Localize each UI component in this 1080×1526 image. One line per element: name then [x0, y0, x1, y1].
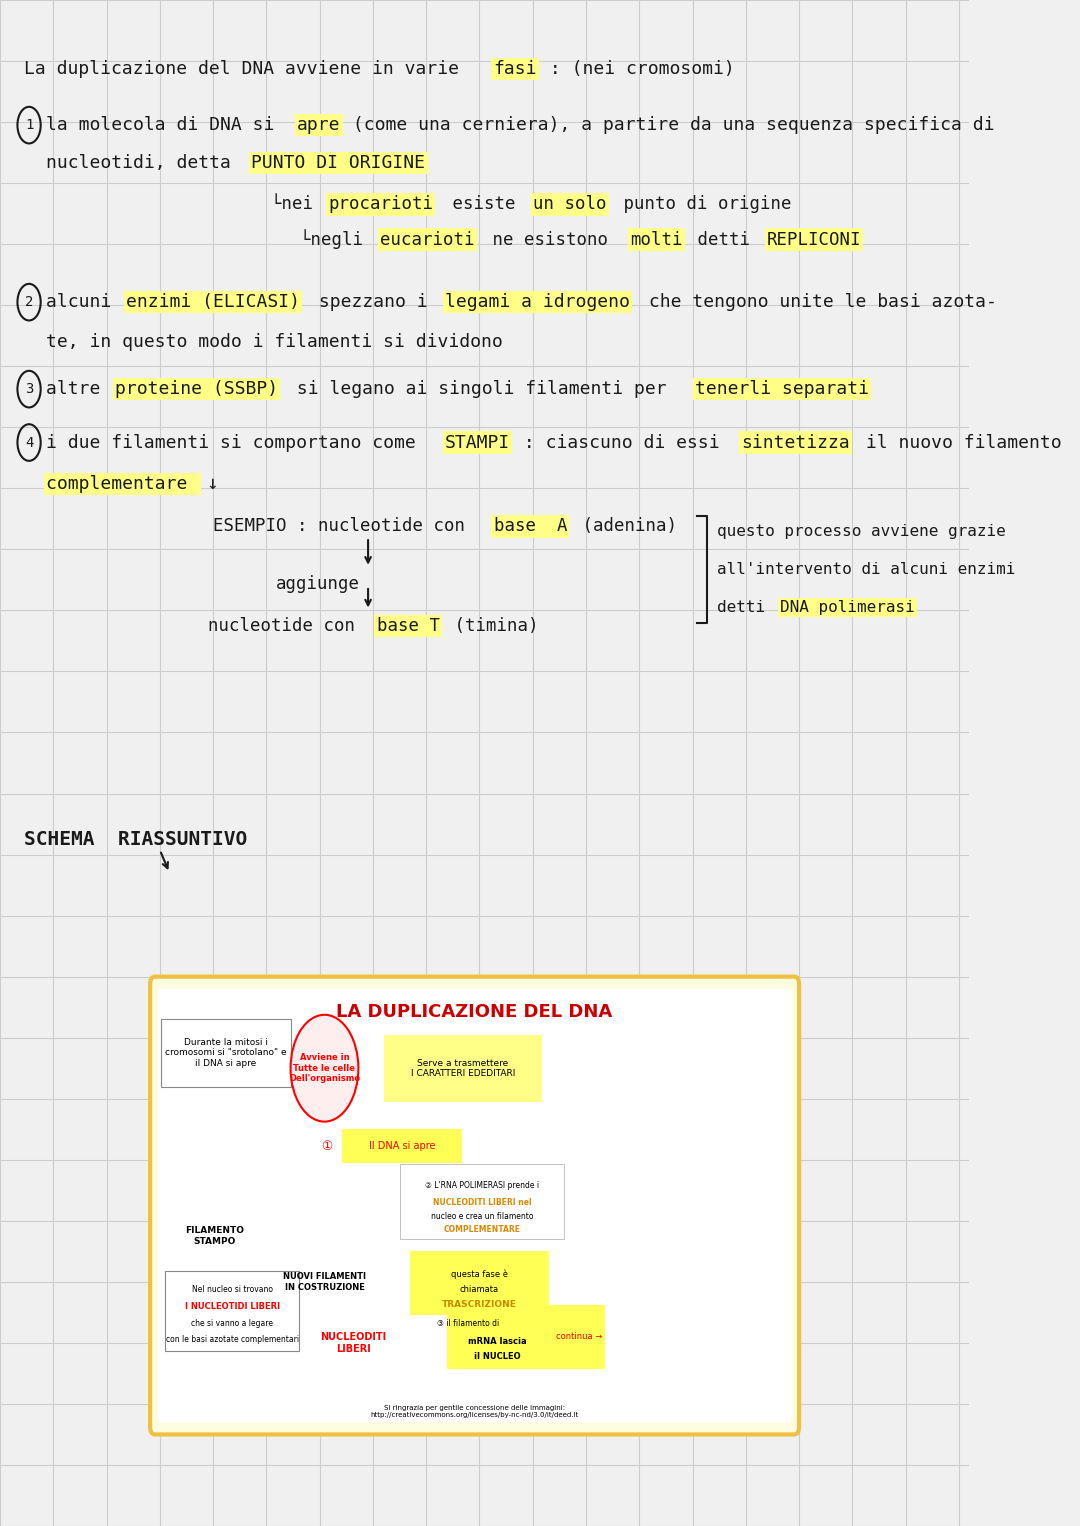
- Text: enzimi (ELICASI): enzimi (ELICASI): [126, 293, 300, 311]
- Text: legami a idrogeno: legami a idrogeno: [445, 293, 630, 311]
- Text: COMPLEMENTARE: COMPLEMENTARE: [444, 1225, 521, 1235]
- Text: punto di origine: punto di origine: [612, 195, 792, 214]
- Text: detti: detti: [717, 600, 774, 615]
- Text: alcuni: alcuni: [46, 293, 123, 311]
- Text: detti: detti: [687, 230, 760, 249]
- Text: RNA
POLIMERASI
ENZIMA: RNA POLIMERASI ENZIMA: [216, 1343, 273, 1373]
- FancyBboxPatch shape: [446, 1305, 606, 1369]
- Text: nucleo e crea un filamento: nucleo e crea un filamento: [431, 1212, 534, 1221]
- Text: spezzano i: spezzano i: [308, 293, 438, 311]
- Text: esiste: esiste: [442, 195, 526, 214]
- Text: 4: 4: [25, 435, 33, 450]
- Text: 1: 1: [25, 118, 33, 133]
- FancyBboxPatch shape: [164, 1271, 299, 1351]
- Text: la molecola di DNA si: la molecola di DNA si: [46, 116, 286, 134]
- Text: ne esistono: ne esistono: [483, 230, 619, 249]
- Text: continua →: continua →: [556, 1332, 603, 1341]
- Text: STAMPI: STAMPI: [445, 433, 510, 452]
- Text: ↓: ↓: [206, 475, 217, 493]
- Text: : (nei cromosomi): : (nei cromosomi): [539, 60, 734, 78]
- Text: procarioti: procarioti: [328, 195, 433, 214]
- Text: aggiunge: aggiunge: [276, 575, 360, 594]
- Text: LA DUPLICAZIONE DEL DNA: LA DUPLICAZIONE DEL DNA: [337, 1003, 612, 1021]
- Text: PUNTO DI ORIGINE: PUNTO DI ORIGINE: [252, 154, 426, 172]
- Text: RNA
POLIMERASI
ENZIMA: RNA POLIMERASI ENZIMA: [335, 1305, 392, 1335]
- FancyBboxPatch shape: [150, 977, 799, 1434]
- Text: ③ il filamento di: ③ il filamento di: [436, 1318, 499, 1328]
- Text: che si vanno a legare: che si vanno a legare: [191, 1318, 273, 1328]
- Text: (adenina): (adenina): [572, 517, 677, 536]
- Text: NUOVI FILAMENTI
IN COSTRUZIONE: NUOVI FILAMENTI IN COSTRUZIONE: [283, 1273, 366, 1291]
- Text: ESEMPIO : nucleotide con: ESEMPIO : nucleotide con: [213, 517, 475, 536]
- Text: apre: apre: [297, 116, 340, 134]
- Text: questa fase è: questa fase è: [451, 1270, 508, 1279]
- Text: te, in questo modo i filamenti si dividono: te, in questo modo i filamenti si divido…: [46, 333, 503, 351]
- Text: DNA polimerasi: DNA polimerasi: [780, 600, 915, 615]
- FancyBboxPatch shape: [158, 989, 792, 1422]
- FancyBboxPatch shape: [161, 1019, 291, 1087]
- Text: SCHEMA  RIASSUNTIVO: SCHEMA RIASSUNTIVO: [24, 830, 247, 848]
- FancyBboxPatch shape: [409, 1251, 550, 1315]
- Text: ② L'RNA POLIMERASI prende i: ② L'RNA POLIMERASI prende i: [426, 1181, 539, 1190]
- Text: tenerli separati: tenerli separati: [696, 380, 869, 398]
- Text: Nel nucleo si trovano: Nel nucleo si trovano: [192, 1285, 273, 1294]
- FancyBboxPatch shape: [342, 1129, 462, 1163]
- Text: chiamata: chiamata: [460, 1285, 499, 1294]
- Text: └nei: └nei: [271, 195, 324, 214]
- Text: un solo: un solo: [534, 195, 607, 214]
- Text: I NUCLEOTIDI LIBERI: I NUCLEOTIDI LIBERI: [185, 1302, 280, 1311]
- Text: Avviene in
Tutte le celle
Dell'organismo: Avviene in Tutte le celle Dell'organismo: [289, 1053, 360, 1083]
- Circle shape: [291, 1015, 359, 1122]
- Text: : ciascuno di essi: : ciascuno di essi: [513, 433, 731, 452]
- Text: fasi: fasi: [492, 60, 537, 78]
- Text: TRASCRIZIONE: TRASCRIZIONE: [442, 1300, 517, 1309]
- Text: proteine (SSBP): proteine (SSBP): [114, 380, 278, 398]
- Text: altre: altre: [46, 380, 111, 398]
- Text: questo processo avviene grazie: questo processo avviene grazie: [717, 523, 1005, 539]
- Text: ①: ①: [321, 1140, 332, 1152]
- Text: 3: 3: [25, 382, 33, 397]
- Text: base  A: base A: [494, 517, 567, 536]
- Text: sintetizza: sintetizza: [741, 433, 850, 452]
- Text: si legano ai singoli filamenti per: si legano ai singoli filamenti per: [285, 380, 677, 398]
- Text: La duplicazione del DNA avviene in varie: La duplicazione del DNA avviene in varie: [24, 60, 470, 78]
- Text: Si ringrazia per gentile concessione delle immagini:
http://creativecommons.org/: Si ringrazia per gentile concessione del…: [370, 1405, 579, 1418]
- Text: all'intervento di alcuni enzimi: all'intervento di alcuni enzimi: [717, 562, 1015, 577]
- Text: con le basi azotate complementari: con le basi azotate complementari: [166, 1335, 299, 1344]
- Text: il NUCLEO: il NUCLEO: [474, 1352, 521, 1361]
- Text: molti: molti: [631, 230, 683, 249]
- Text: 2: 2: [25, 295, 33, 310]
- Text: il nuovo filamento: il nuovo filamento: [854, 433, 1062, 452]
- Text: NUCLEODITI
LIBERI: NUCLEODITI LIBERI: [321, 1332, 387, 1354]
- Text: Serve a trasmettere
I CARATTERI EDEDITARI: Serve a trasmettere I CARATTERI EDEDITAR…: [410, 1059, 515, 1077]
- FancyBboxPatch shape: [400, 1164, 564, 1239]
- FancyBboxPatch shape: [383, 1035, 542, 1102]
- Text: che tengono unite le basi azota-: che tengono unite le basi azota-: [638, 293, 997, 311]
- Text: REPLICONI: REPLICONI: [767, 230, 862, 249]
- Text: FILAMENTO
STAMPO: FILAMENTO STAMPO: [186, 1227, 244, 1245]
- Text: Durante la mitosi i
cromosomi si "srotolano" e
il DNA si apre: Durante la mitosi i cromosomi si "srotol…: [165, 1038, 286, 1068]
- Text: nucleotide con: nucleotide con: [208, 617, 366, 635]
- Text: (timina): (timina): [444, 617, 538, 635]
- Text: nucleotidi, detta: nucleotidi, detta: [46, 154, 242, 172]
- Text: mRNA lascia: mRNA lascia: [468, 1337, 526, 1346]
- Text: (come una cerniera), a partire da una sequenza specifica di: (come una cerniera), a partire da una se…: [342, 116, 995, 134]
- Text: i due filamenti si comportano come: i due filamenti si comportano come: [46, 433, 427, 452]
- Text: Il DNA si apre: Il DNA si apre: [368, 1141, 435, 1151]
- Text: └negli: └negli: [300, 230, 374, 249]
- Text: eucarioti: eucarioti: [380, 230, 474, 249]
- Text: complementare: complementare: [46, 475, 199, 493]
- Text: NUCLEODITI LIBERI nel: NUCLEODITI LIBERI nel: [433, 1198, 531, 1207]
- Text: base T: base T: [377, 617, 440, 635]
